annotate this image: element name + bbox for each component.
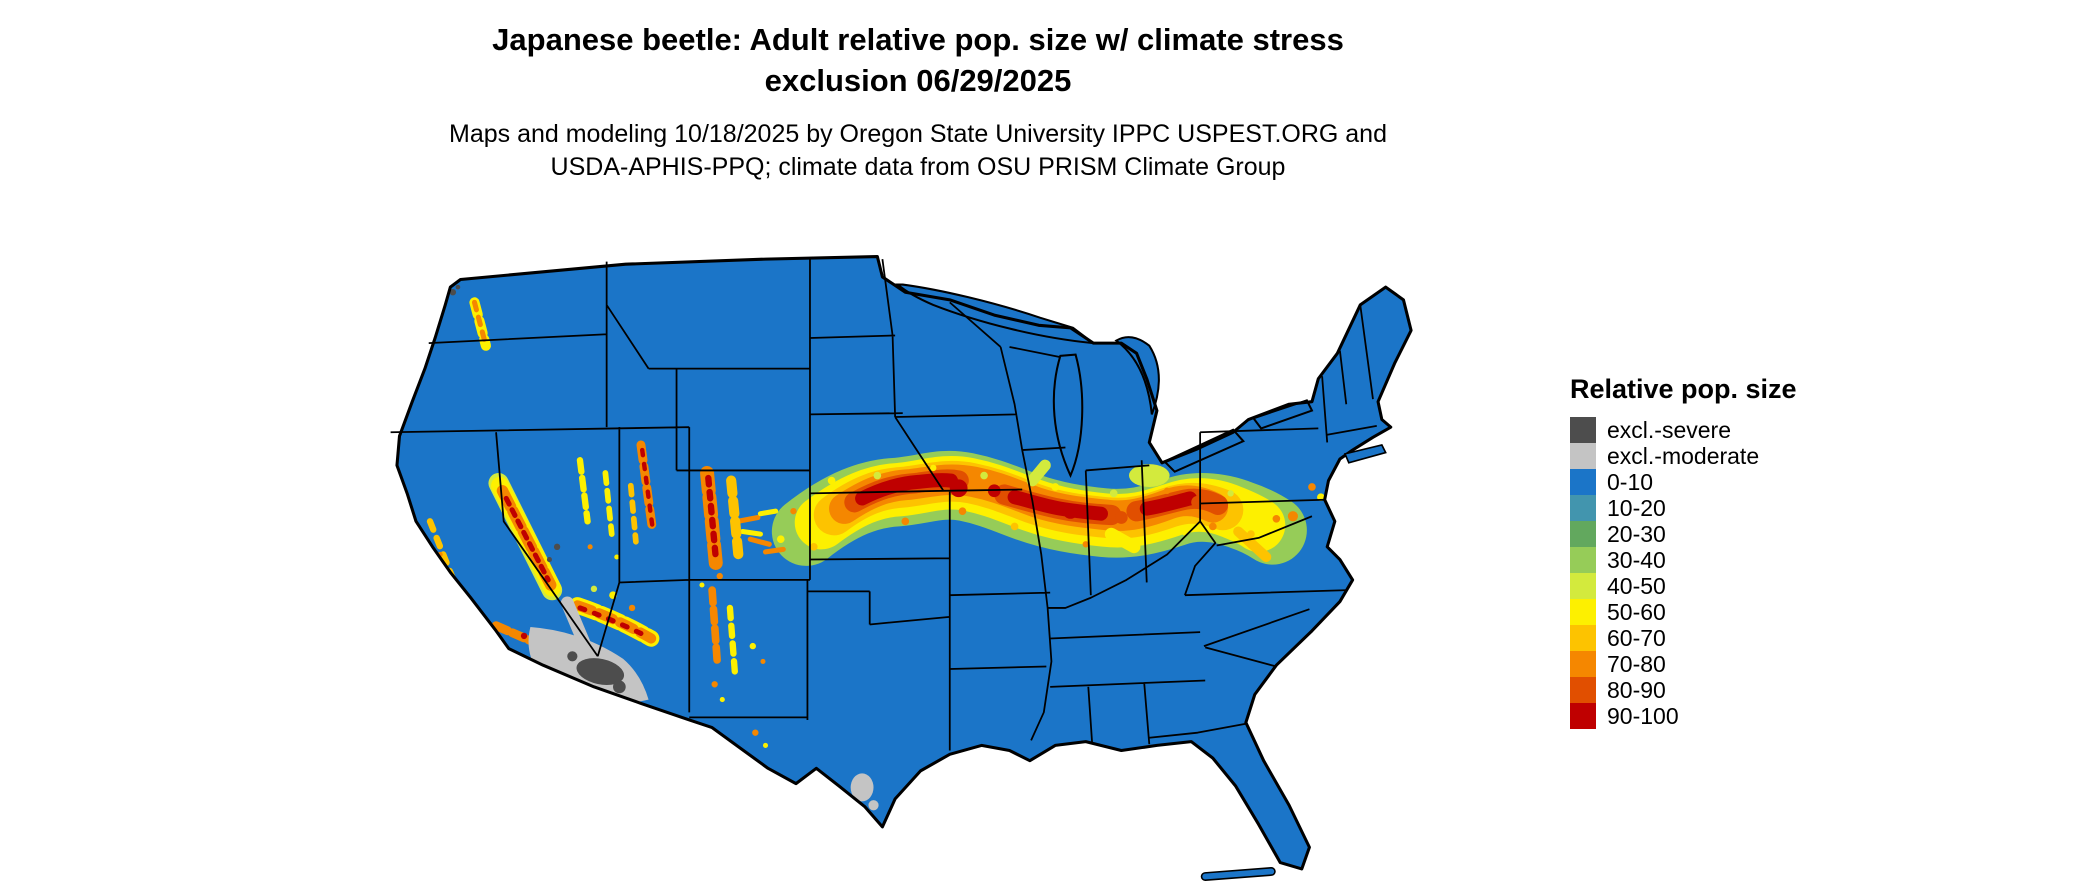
lake-huron	[1114, 336, 1160, 415]
legend-swatch	[1570, 443, 1596, 469]
legend-swatch	[1570, 495, 1596, 521]
legend-label: 20-30	[1607, 521, 1666, 547]
legend-item: 30-40	[1570, 547, 1890, 573]
map-subtitle: Maps and modeling 10/18/2025 by Oregon S…	[0, 118, 1836, 184]
legend-swatch	[1570, 703, 1596, 729]
legend-item: 0-10	[1570, 469, 1890, 495]
legend-item: 70-80	[1570, 651, 1890, 677]
legend-label: 80-90	[1607, 677, 1666, 703]
map-title-line1: Japanese beetle: Adult relative pop. siz…	[492, 22, 1344, 57]
legend-label: 90-100	[1607, 703, 1679, 729]
legend-label: 60-70	[1607, 625, 1666, 651]
legend-item: 10-20	[1570, 495, 1890, 521]
lake-erie	[1162, 428, 1246, 473]
legend: Relative pop. size excl.-severe excl.-mod…	[1570, 374, 1890, 729]
legend-item: 60-70	[1570, 625, 1890, 651]
map-subtitle-line2: USDA-APHIS-PPQ; climate data from OSU PR…	[550, 152, 1286, 181]
legend-item: 20-30	[1570, 521, 1890, 547]
legend-item: 50-60	[1570, 599, 1890, 625]
legend-swatch	[1570, 677, 1596, 703]
florida-keys-fill	[1202, 868, 1275, 880]
lake-michigan	[1052, 353, 1084, 479]
map-subtitle-line1: Maps and modeling 10/18/2025 by Oregon S…	[449, 119, 1387, 148]
state-borders	[390, 258, 1377, 751]
legend-label: excl.-severe	[1607, 417, 1731, 443]
legend-swatch	[1570, 469, 1596, 495]
legend-swatch	[1570, 651, 1596, 677]
legend-label: 50-60	[1607, 599, 1666, 625]
legend-swatch	[1570, 625, 1596, 651]
us-map-container	[308, 226, 1528, 888]
legend-label: 0-10	[1607, 469, 1654, 495]
legend-label: 30-40	[1607, 547, 1666, 573]
legend-swatch	[1570, 521, 1596, 547]
legend-label: 70-80	[1607, 651, 1666, 677]
legend-items: excl.-severe excl.-moderate 0-10 10-20 20-30…	[1570, 417, 1890, 729]
legend-label: 40-50	[1607, 573, 1666, 599]
legend-swatch	[1570, 417, 1596, 443]
legend-item: excl.-severe	[1570, 417, 1890, 443]
us-outline	[395, 255, 1413, 871]
lake-ontario	[1251, 399, 1314, 430]
legend-title: Relative pop. size	[1570, 374, 1797, 404]
legend-label: excl.-moderate	[1607, 443, 1760, 469]
map-title-line2: exclusion 06/29/2025	[764, 62, 1072, 98]
legend-swatch	[1570, 573, 1596, 599]
legend-item: 80-90	[1570, 677, 1890, 703]
land-base	[396, 256, 1412, 869]
legend-item: 90-100	[1570, 703, 1890, 729]
legend-swatch	[1570, 599, 1596, 625]
legend-label: 10-20	[1607, 495, 1666, 521]
legend-swatch	[1570, 547, 1596, 573]
legend-item: excl.-moderate	[1570, 443, 1890, 469]
header: Japanese beetle: Adult relative pop. siz…	[0, 20, 1836, 184]
legend-item: 40-50	[1570, 573, 1890, 599]
us-map	[390, 255, 1413, 881]
long-island	[1343, 444, 1387, 464]
